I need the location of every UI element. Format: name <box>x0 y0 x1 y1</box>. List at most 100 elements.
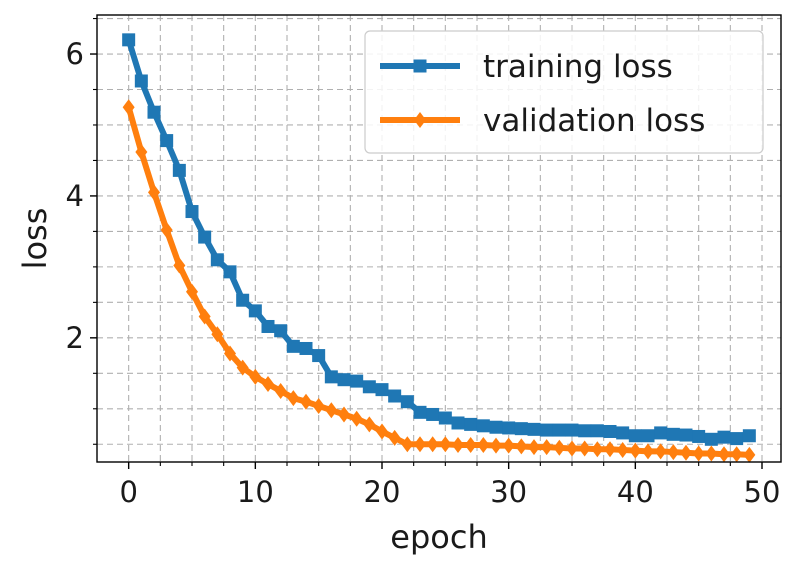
data-point-validation-loss <box>312 397 325 414</box>
data-point-training-loss <box>337 373 351 387</box>
data-point-validation-loss <box>224 345 236 362</box>
data-point-validation-loss <box>515 438 528 455</box>
x-tick-label: 0 <box>119 475 137 509</box>
data-point-training-loss <box>628 429 642 443</box>
data-point-validation-loss <box>388 429 401 446</box>
data-point-training-loss <box>350 374 364 388</box>
data-point-training-loss <box>717 430 731 444</box>
axis-ticks: 0 10 20 30 40 50 2 4 6 <box>66 17 781 509</box>
series-training-loss <box>122 33 756 446</box>
data-point-validation-loss <box>604 441 616 458</box>
data-point-training-loss <box>160 134 174 148</box>
data-point-training-loss <box>426 407 440 421</box>
data-point-validation-loss <box>743 446 756 463</box>
legend-marker-validation-loss <box>414 112 426 128</box>
data-point-validation-loss <box>616 441 629 458</box>
data-point-validation-loss <box>426 436 439 453</box>
data-point-training-loss <box>476 419 490 433</box>
data-point-validation-loss <box>262 375 274 392</box>
data-point-validation-loss <box>135 143 148 160</box>
data-point-validation-loss <box>578 440 591 457</box>
data-point-training-loss <box>286 339 300 353</box>
data-point-validation-loss <box>363 416 376 433</box>
data-point-training-loss <box>299 341 313 355</box>
data-point-training-loss <box>578 424 592 438</box>
plot-frame <box>96 14 782 463</box>
data-point-training-loss <box>679 428 693 442</box>
data-point-training-loss <box>666 427 680 441</box>
legend-entry-validation-loss: validation loss <box>380 103 705 139</box>
data-point-validation-loss <box>274 383 287 400</box>
data-point-validation-loss <box>249 368 262 385</box>
data-point-training-loss <box>362 380 376 394</box>
data-point-training-loss <box>198 230 212 244</box>
data-point-validation-loss <box>540 439 553 456</box>
data-point-validation-loss <box>236 359 249 376</box>
legend: training loss validation loss <box>364 30 764 154</box>
data-point-validation-loss <box>160 221 173 238</box>
data-point-training-loss <box>502 421 516 435</box>
data-point-training-loss <box>122 33 136 47</box>
data-point-validation-loss <box>122 99 135 116</box>
data-point-training-loss <box>514 422 528 436</box>
data-point-training-loss <box>641 429 655 443</box>
data-point-validation-loss <box>642 443 654 460</box>
data-point-training-loss <box>261 319 275 333</box>
data-point-validation-loss <box>680 444 692 461</box>
data-point-validation-loss <box>350 410 363 427</box>
data-point-training-loss <box>692 429 706 443</box>
data-point-training-loss <box>324 370 338 384</box>
data-point-validation-loss <box>464 436 477 453</box>
series-layer <box>122 33 756 463</box>
data-point-training-loss <box>223 265 237 279</box>
data-point-validation-loss <box>566 440 578 457</box>
data-point-validation-loss <box>300 393 312 410</box>
data-point-training-loss <box>742 429 756 443</box>
data-point-validation-loss <box>439 436 452 453</box>
data-point-validation-loss <box>654 443 667 460</box>
data-point-training-loss <box>527 422 541 436</box>
data-point-training-loss <box>464 417 478 431</box>
data-point-training-loss <box>552 423 566 437</box>
x-tick-label: 10 <box>237 475 274 509</box>
data-point-validation-loss <box>490 437 502 454</box>
y-tick-label: 6 <box>66 37 84 71</box>
data-point-training-loss <box>603 424 617 438</box>
legend-label-validation-loss: validation loss <box>483 103 705 139</box>
data-point-validation-loss <box>528 439 540 456</box>
data-point-training-loss <box>210 253 224 267</box>
data-point-training-loss <box>590 424 604 438</box>
data-point-validation-loss <box>730 446 743 463</box>
legend-entry-training-loss: training loss <box>380 49 673 85</box>
legend-label-training-loss: training loss <box>483 49 673 85</box>
x-axis-label: epoch <box>390 518 487 556</box>
data-point-validation-loss <box>692 445 705 462</box>
data-point-training-loss <box>236 293 250 307</box>
data-point-validation-loss <box>173 257 186 274</box>
x-tick-label: 50 <box>744 475 781 509</box>
data-point-validation-loss <box>718 446 730 463</box>
data-point-training-loss <box>375 383 389 397</box>
data-point-validation-loss <box>338 406 350 423</box>
x-tick-label: 40 <box>617 475 654 509</box>
data-point-validation-loss <box>401 436 414 453</box>
data-point-training-loss <box>438 411 452 425</box>
legend-box <box>364 30 764 154</box>
data-point-validation-loss <box>211 326 224 343</box>
data-point-training-loss <box>413 405 427 419</box>
data-point-training-loss <box>388 389 402 403</box>
data-point-training-loss <box>185 205 199 219</box>
data-point-training-loss <box>312 349 326 363</box>
series-line-validation-loss <box>125 106 750 458</box>
data-point-validation-loss <box>667 444 680 461</box>
data-point-training-loss <box>172 163 186 177</box>
data-point-training-loss <box>451 416 465 430</box>
data-point-training-loss <box>730 432 744 446</box>
data-point-training-loss <box>147 105 161 119</box>
data-point-training-loss <box>248 304 262 318</box>
data-point-training-loss <box>274 324 288 338</box>
data-point-training-loss <box>400 395 414 409</box>
data-point-training-loss <box>540 423 554 437</box>
